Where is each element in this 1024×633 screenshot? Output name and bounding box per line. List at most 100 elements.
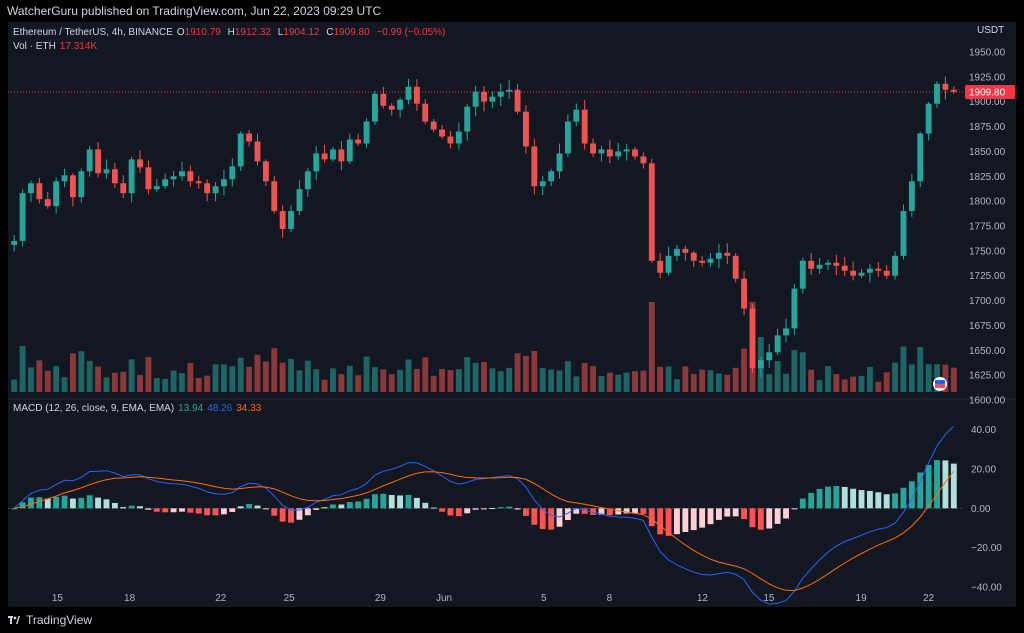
candle-body xyxy=(531,146,538,187)
volume-bar xyxy=(674,379,680,392)
macd-histogram-bar xyxy=(808,492,815,509)
price-tick-label: 1900.00 xyxy=(969,97,1006,108)
candle-body xyxy=(380,93,387,106)
macd-histogram-bar xyxy=(950,463,957,509)
volume-bar xyxy=(481,362,487,392)
macd-histogram-bar xyxy=(86,495,93,509)
volume-bar xyxy=(128,359,135,392)
price-tick-label: 1875.00 xyxy=(969,122,1006,133)
currency-label: USDT xyxy=(977,25,1004,36)
volume-bar xyxy=(724,374,731,392)
volume-bar xyxy=(850,376,857,392)
candle-body xyxy=(674,248,680,256)
volume-bar xyxy=(715,373,722,392)
macd-histogram-bar xyxy=(330,504,336,509)
candle-body xyxy=(288,211,294,229)
macd-histogram-bar xyxy=(44,498,51,509)
macd-histogram-bar xyxy=(128,505,135,509)
candle-body xyxy=(539,181,546,187)
macd-histogram-bar xyxy=(648,508,655,527)
macd-histogram-bar xyxy=(137,506,143,509)
macd-histogram-bar xyxy=(111,502,118,509)
volume-bar xyxy=(925,364,932,392)
macd-histogram-bar xyxy=(304,508,311,516)
price-chart[interactable]: 1950.001925.001900.001875.001850.001825.… xyxy=(8,22,1016,607)
macd-histogram-bar xyxy=(766,508,773,529)
candle-body xyxy=(732,255,739,279)
high-label: H xyxy=(227,27,235,38)
candle-body xyxy=(707,258,714,263)
candle-body xyxy=(313,153,320,172)
volume-bar xyxy=(506,367,513,392)
macd-histogram-bar xyxy=(917,472,924,509)
volume-bar xyxy=(380,369,387,392)
macd-histogram-bar xyxy=(28,497,34,509)
macd-histogram-bar xyxy=(757,508,764,530)
candle-body xyxy=(212,186,219,194)
volume-bar xyxy=(11,379,18,392)
candle-body xyxy=(699,260,706,263)
price-tick-label: 1800.00 xyxy=(969,197,1006,208)
volume-bar xyxy=(103,377,110,392)
macd-histogram-bar xyxy=(825,486,831,509)
candle-body xyxy=(162,179,169,187)
macd-histogram-bar xyxy=(372,494,378,509)
macd-histogram-bar xyxy=(783,508,789,519)
candle-body xyxy=(69,175,76,198)
macd-histogram-bar xyxy=(489,508,496,510)
macd-histogram-bar xyxy=(548,508,555,530)
volume-bar xyxy=(413,368,420,392)
volume-bar xyxy=(237,357,244,392)
low-label: L xyxy=(277,27,284,38)
candle-body xyxy=(606,149,613,157)
macd-histogram-bar xyxy=(204,508,211,516)
candle-body xyxy=(271,181,278,212)
candle-body xyxy=(363,121,370,144)
volume-bar xyxy=(539,368,546,392)
volume-bar xyxy=(816,380,823,392)
volume-bar xyxy=(313,369,320,392)
macd-histogram-bar xyxy=(674,508,680,535)
macd-histogram-bar xyxy=(405,495,412,509)
last-price-value: 1909.80 xyxy=(969,87,1006,98)
low-value: 1904.12 xyxy=(283,27,320,38)
candle-body xyxy=(875,268,882,271)
volume-bar xyxy=(573,376,580,392)
candle-body xyxy=(61,175,68,182)
volume-bar xyxy=(246,366,253,392)
footer: TradingView xyxy=(0,607,1024,633)
macd-histogram-bar xyxy=(195,508,202,514)
candle-body xyxy=(489,96,496,102)
volume-bar xyxy=(397,369,404,392)
macd-histogram-bar xyxy=(606,508,613,516)
macd-histogram-bar xyxy=(439,508,445,512)
volume-bar xyxy=(355,375,362,392)
open-label: O xyxy=(176,27,185,38)
symbol-name: Ethereum / TetherUS, 4h, BINANCE xyxy=(13,27,173,38)
candle-body xyxy=(11,240,18,245)
macd-histogram-bar xyxy=(833,486,840,509)
volume-bar xyxy=(296,370,303,392)
macd-histogram-bar xyxy=(447,508,454,516)
candle-body xyxy=(388,105,395,110)
axes: 1950.001925.001900.001875.001850.001825.… xyxy=(52,25,1015,604)
volume-bar xyxy=(741,348,748,392)
candle-body xyxy=(766,352,773,361)
macd-hist-value: 13.94 xyxy=(178,403,204,414)
candle-body xyxy=(405,86,412,100)
candle-body xyxy=(111,169,118,184)
time-tick-label: 19 xyxy=(856,593,868,604)
chart-area[interactable]: 1950.00 1925.00 1900.00 1875.00 1850.00 1825.… xyxy=(8,22,1016,607)
macd-histogram-bar xyxy=(632,508,638,514)
volume-bar xyxy=(53,366,60,392)
macd-histogram-bar xyxy=(363,498,370,509)
time-tick-label: 15 xyxy=(52,593,64,604)
candle-body xyxy=(942,83,949,90)
time-tick-label: 5 xyxy=(541,593,547,604)
macd-histogram-bar xyxy=(481,508,487,510)
candle-body xyxy=(892,255,899,276)
volume-bar xyxy=(665,366,672,392)
time-tick-label: 12 xyxy=(697,593,709,604)
price-tick-label: 1725.00 xyxy=(969,271,1006,282)
volume-bar xyxy=(514,353,521,392)
